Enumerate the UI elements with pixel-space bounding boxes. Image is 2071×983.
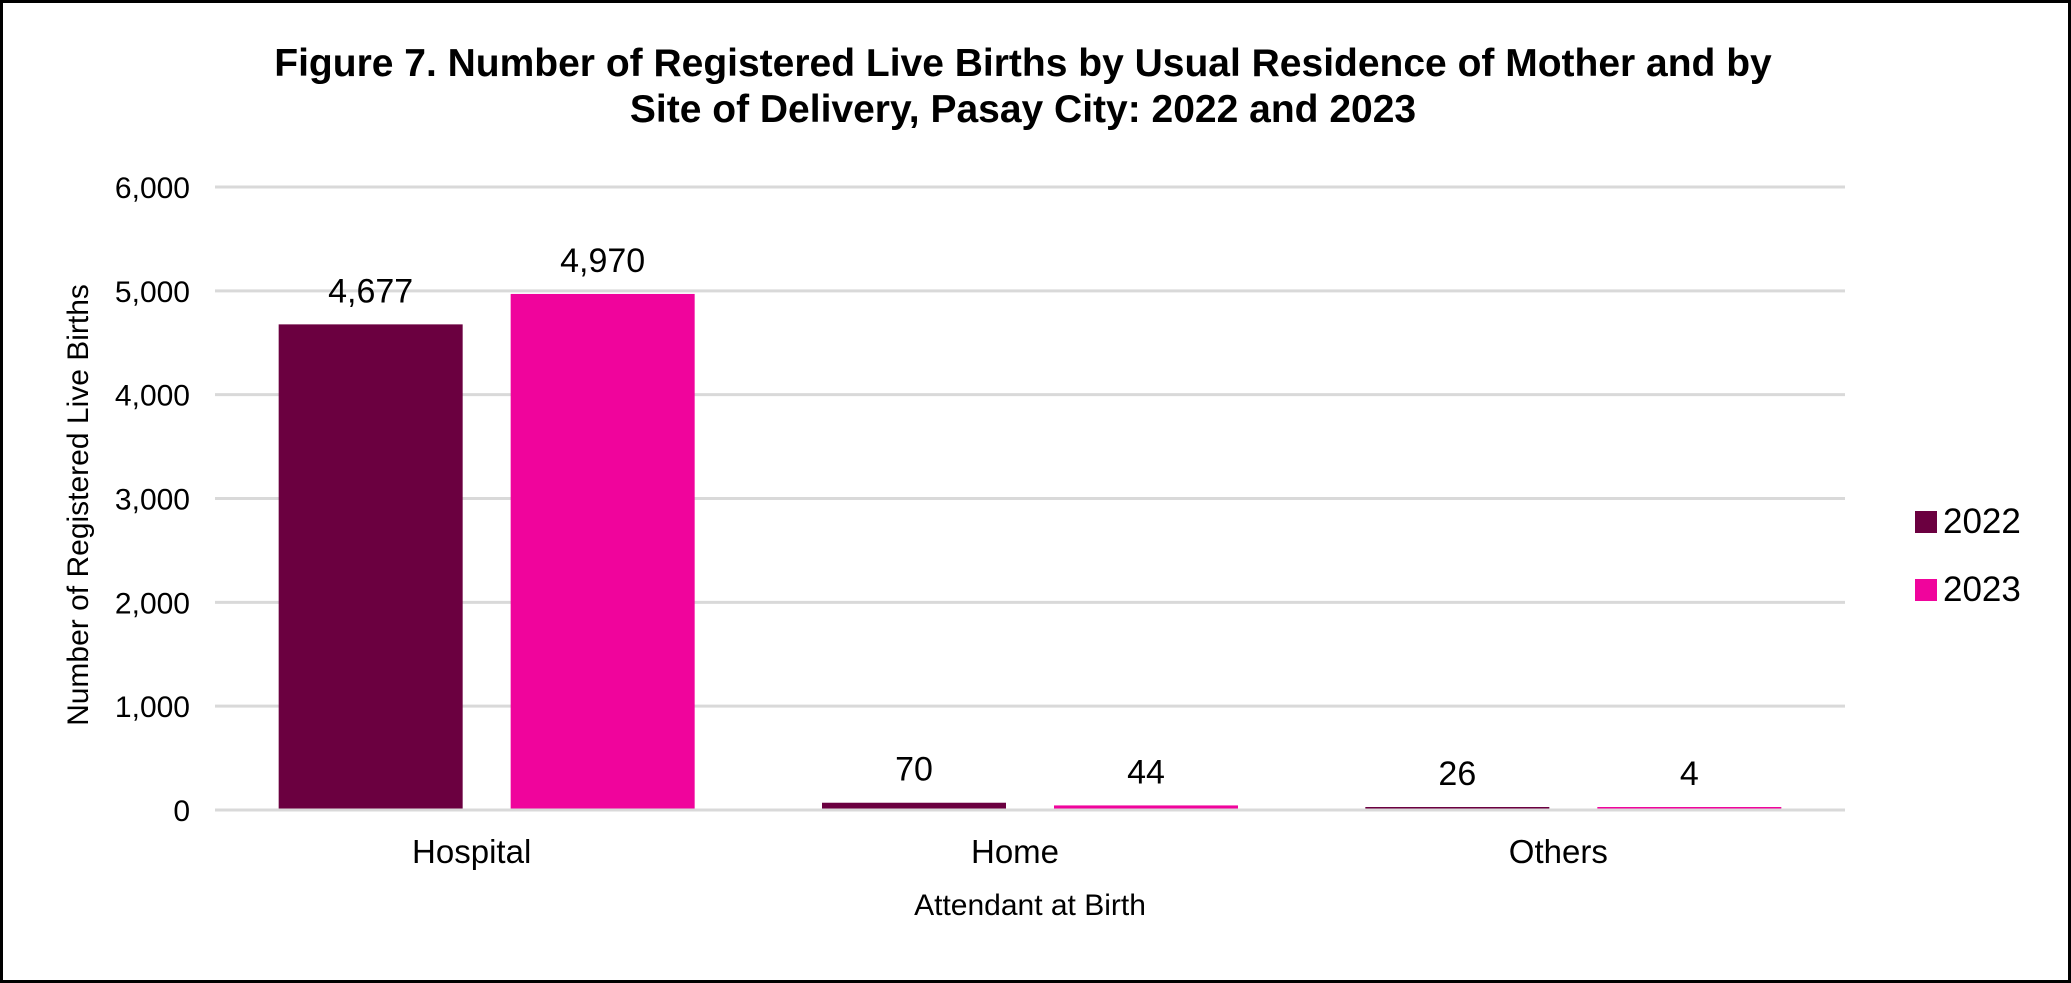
data-label-hospital-2023: 4,970 (560, 242, 645, 280)
x-tick-label: Home (971, 833, 1059, 870)
y-tick-label: 3,000 (115, 484, 190, 517)
legend-swatch-2023 (1915, 579, 1937, 601)
y-tick-label: 6,000 (115, 172, 190, 205)
x-tick-label: Hospital (412, 833, 531, 870)
data-labels: 4,677 4,970 70 44 26 4 (328, 242, 1699, 793)
data-label-others-2022: 26 (1438, 755, 1476, 793)
data-label-home-2022: 70 (895, 751, 933, 789)
bar-home-2022 (822, 802, 1006, 810)
x-axis-ticks: Hospital Home Others (215, 808, 1845, 870)
data-label-others-2023: 4 (1680, 755, 1699, 793)
legend-swatch-2022 (1915, 511, 1937, 533)
y-axis-label: Number of Registered Live Births (62, 284, 95, 726)
data-label-hospital-2022: 4,677 (328, 272, 413, 310)
bars (278, 293, 1782, 810)
bar-hospital-2023 (510, 293, 695, 810)
x-tick-label: Others (1509, 833, 1608, 870)
y-tick-label: 2,000 (115, 587, 190, 620)
y-tick-label: 0 (173, 795, 190, 828)
chart-title-line-1: Figure 7. Number of Registered Live Birt… (274, 42, 1772, 85)
bar-home-2023 (1054, 805, 1238, 810)
y-axis-ticks: 0 1,000 2,000 3,000 4,000 5,000 6,000 (115, 172, 190, 828)
x-axis-label: Attendant at Birth (914, 889, 1146, 922)
y-tick-label: 5,000 (115, 276, 190, 309)
bar-hospital-2022 (278, 324, 463, 810)
chart-title-line-2: Site of Delivery, Pasay City: 2022 and 2… (629, 88, 1417, 131)
y-tick-label: 1,000 (115, 691, 190, 724)
y-tick-label: 4,000 (115, 380, 190, 413)
legend-label-2023: 2023 (1943, 570, 2021, 609)
legend: 2022 2023 (1915, 502, 2021, 609)
data-label-home-2023: 44 (1127, 753, 1165, 791)
legend-label-2022: 2022 (1943, 502, 2021, 541)
